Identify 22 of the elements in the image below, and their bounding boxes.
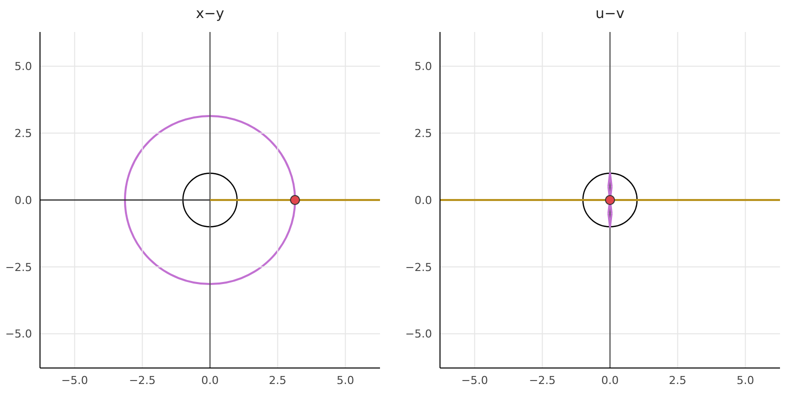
x-tick-label: 5.0 xyxy=(336,374,354,387)
x-tick-label: 5.0 xyxy=(736,374,754,387)
y-tick-label: 0.0 xyxy=(14,194,32,207)
chart-title: u−v xyxy=(594,6,626,22)
chart-title: x−y xyxy=(194,6,226,22)
y-tick-label: 5.0 xyxy=(14,60,32,74)
y-tick-label: 0.0 xyxy=(414,194,432,207)
y-tick-label: −2.5 xyxy=(405,260,432,274)
x-tick-label: −5.0 xyxy=(461,374,488,387)
x-tick-label: 2.5 xyxy=(668,374,686,387)
x-tick-label: 0.0 xyxy=(601,374,619,387)
x-tick-label: −2.5 xyxy=(128,374,156,387)
y-tick-label: −5.0 xyxy=(405,328,432,341)
x-tick-label: 2.5 xyxy=(268,374,286,387)
y-tick-label: 2.5 xyxy=(414,127,432,140)
x-tick-label: −2.5 xyxy=(528,374,556,387)
y-tick-label: 2.5 xyxy=(14,127,32,140)
x-tick-label: −5.0 xyxy=(61,374,88,387)
y-tick-label: −2.5 xyxy=(5,260,32,274)
x-tick-label: 0.0 xyxy=(201,374,219,387)
y-tick-label: −5.0 xyxy=(5,328,32,341)
y-tick-label: 5.0 xyxy=(414,60,432,74)
